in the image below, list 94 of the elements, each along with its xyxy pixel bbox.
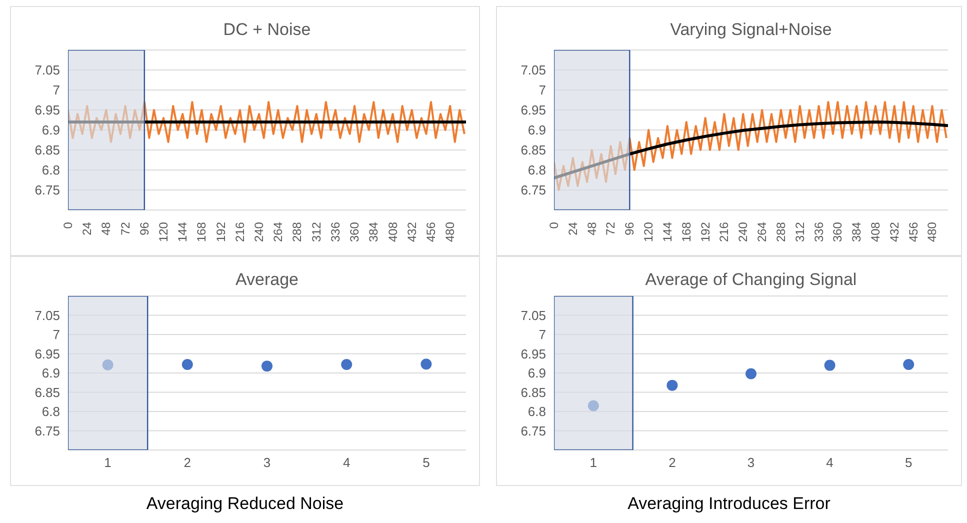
y-tick-label: 7.05: [34, 308, 60, 323]
x-tick-label: 384: [366, 222, 381, 242]
x-tick-label: 72: [604, 222, 618, 236]
chart-title: DC + Noise: [222, 20, 312, 40]
x-tick-label: 216: [717, 222, 732, 242]
y-tick-label: 6.8: [42, 404, 60, 420]
y-tick-label: 7: [538, 82, 546, 98]
line-series: [68, 101, 466, 143]
y-tick-label: 6.9: [528, 122, 546, 138]
x-tick-label: 240: [736, 222, 750, 242]
y-tick-label: 6.9: [528, 366, 546, 381]
y-tick-label: 6.9: [42, 122, 60, 138]
y-tick-label: 6.75: [520, 423, 546, 438]
y-tick-label: 7: [538, 327, 546, 342]
x-tick-label: 0: [547, 222, 561, 229]
y-tick-label: 7.05: [520, 62, 546, 78]
y-tick-label: 6.85: [34, 142, 60, 158]
x-tick-label: 96: [137, 222, 152, 236]
y-tick-label: 6.95: [520, 102, 546, 118]
x-tick-label: 456: [906, 222, 920, 242]
y-tick-label: 6.9: [42, 366, 60, 381]
y-tick-label: 7: [52, 327, 60, 342]
x-tick-label: 3: [747, 455, 755, 470]
x-tick-label: 168: [194, 222, 209, 242]
x-tick-label: 288: [290, 222, 304, 242]
point: [666, 380, 678, 391]
x-tick-label: 144: [660, 222, 674, 242]
x-tick-label: 408: [386, 222, 400, 242]
y-tick-label: 6.85: [520, 384, 546, 400]
point: [903, 359, 914, 370]
y-tick-label: 6.8: [42, 162, 60, 178]
line-series: [554, 120, 948, 180]
x-tick-label: 72: [118, 222, 132, 236]
x-tick-label: 192: [698, 222, 712, 242]
chart-title: Varying Signal+Noise: [669, 20, 833, 40]
y-tick-label: 7: [52, 82, 60, 98]
y-tick-label: 6.75: [34, 182, 60, 198]
x-tick-label: 264: [755, 222, 770, 242]
y-tick-label: 6.8: [528, 404, 546, 420]
x-tick-label: 360: [830, 222, 845, 242]
x-tick-label: 5: [904, 455, 912, 470]
y-tick-label: 6.75: [520, 182, 546, 198]
x-tick-label: 312: [309, 222, 324, 242]
y-tick-label: 6.85: [34, 384, 60, 400]
x-tick-label: 4: [342, 455, 350, 470]
x-tick-label: 24: [80, 222, 94, 236]
x-tick-label: 3: [263, 455, 271, 470]
y-tick-label: 6.85: [520, 142, 546, 158]
x-tick-label: 48: [99, 222, 114, 236]
x-tick-label: 408: [868, 222, 883, 242]
y-tick-label: 6.95: [34, 102, 60, 118]
x-tick-label: 480: [925, 222, 940, 242]
x-tick-label: 120: [156, 222, 171, 242]
x-tick-label: 24: [566, 222, 580, 236]
y-tick-label: 6.8: [528, 162, 546, 178]
x-tick-label: 2: [668, 455, 676, 470]
point: [746, 368, 756, 380]
x-tick-label: 288: [774, 222, 788, 242]
x-tick-label: 4: [826, 455, 834, 470]
x-tick-label: 456: [424, 222, 438, 242]
point: [588, 400, 599, 412]
x-tick-label: 336: [328, 222, 342, 242]
y-tick-label: 7.05: [34, 62, 60, 78]
x-tick-label: 192: [214, 222, 228, 242]
x-tick-label: 312: [792, 222, 807, 242]
x-tick-label: 336: [812, 222, 826, 242]
y-tick-label: 7.05: [520, 308, 546, 323]
y-tick-label: 6.75: [34, 423, 60, 438]
x-tick-label: 2: [184, 455, 192, 470]
x-tick-label: 48: [584, 222, 599, 236]
y-tick-label: 6.95: [520, 346, 546, 362]
x-tick-label: 96: [622, 222, 637, 236]
x-tick-label: 5: [422, 455, 430, 470]
x-tick-label: 1: [590, 455, 598, 470]
line-series: [554, 101, 948, 191]
text: Averaging Reduced Noise: [145, 494, 345, 514]
point: [824, 360, 836, 371]
text: Averaging Introduces Error: [626, 494, 832, 514]
x-tick-label: 120: [642, 222, 656, 242]
x-tick-label: 432: [887, 222, 902, 242]
x-tick-label: 1: [104, 455, 112, 470]
x-tick-label: 168: [679, 222, 694, 242]
x-tick-label: 384: [850, 222, 864, 242]
x-tick-label: 0: [61, 222, 75, 229]
x-tick-label: 216: [232, 222, 247, 242]
x-tick-label: 432: [404, 222, 419, 242]
chart-title: Average: [234, 270, 300, 290]
x-tick-label: 144: [176, 222, 190, 242]
chart-title: Average of Changing Signal: [644, 270, 858, 290]
y-tick-label: 6.95: [34, 346, 60, 362]
x-tick-label: 360: [348, 222, 362, 242]
x-tick-label: 264: [271, 222, 286, 242]
x-tick-label: 480: [443, 222, 458, 242]
x-tick-label: 240: [252, 222, 266, 242]
